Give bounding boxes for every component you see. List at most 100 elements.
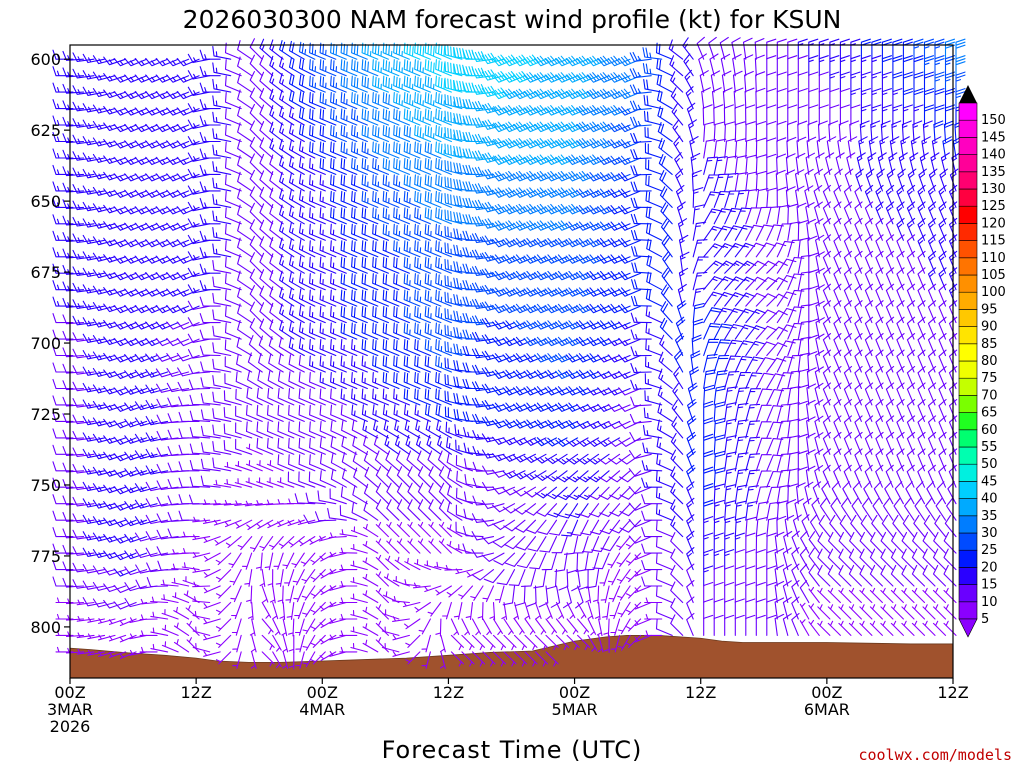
wind-barb: [797, 466, 808, 488]
wind-barb: [658, 137, 673, 159]
wind-barb: [502, 486, 526, 496]
wind-barb: [62, 297, 85, 308]
wind-barb: [176, 90, 200, 100]
wind-barb: [424, 42, 442, 60]
wind-barb: [782, 613, 792, 636]
wind-barb: [822, 184, 832, 208]
wind-barb: [755, 581, 766, 604]
wind-barb: [927, 448, 937, 472]
wind-barb: [724, 614, 735, 636]
wind-barb: [923, 104, 935, 126]
wind-barb: [492, 651, 507, 667]
wind-barb: [629, 431, 652, 442]
wind-barb: [791, 563, 800, 587]
wind-barb: [817, 604, 831, 620]
wind-barb: [382, 355, 400, 373]
wind-barb: [372, 157, 389, 175]
wind-barb: [917, 267, 926, 291]
wind-barb: [319, 124, 337, 143]
wind-barb: [787, 306, 805, 324]
wind-barb: [843, 398, 853, 422]
wind-barb: [402, 601, 421, 608]
wind-barb: [156, 480, 179, 491]
wind-barb: [703, 417, 714, 439]
wind-barb: [119, 618, 137, 627]
wind-barb: [933, 120, 944, 143]
wind-barb: [838, 620, 852, 636]
wind-barb: [176, 304, 200, 314]
wind-barb: [745, 453, 761, 472]
wind-barb: [630, 116, 652, 127]
wind-barb: [462, 296, 484, 307]
wind-barb: [319, 437, 337, 455]
wind-barb: [906, 365, 916, 390]
wind-barb: [786, 120, 797, 143]
wind-barb: [818, 88, 829, 110]
wind-barb: [833, 201, 842, 225]
wind-barb: [444, 176, 463, 192]
wind-barb: [329, 634, 347, 641]
wind-barb: [292, 569, 305, 586]
wind-barb: [245, 443, 263, 455]
wind-barb: [425, 419, 442, 439]
wind-barb: [212, 424, 232, 439]
wind-barb: [288, 172, 305, 192]
wind-barb: [305, 492, 326, 505]
wind-barb: [576, 453, 600, 465]
wind-barb: [330, 306, 347, 324]
wind-barb: [282, 651, 289, 669]
wind-barb: [310, 569, 326, 583]
wind-barb: [372, 75, 389, 93]
wind-barb: [87, 633, 106, 640]
wind-barb: [566, 453, 589, 465]
wind-barb: [156, 398, 179, 409]
wind-barb: [361, 207, 379, 225]
wind-barb: [618, 337, 642, 347]
wind-barb: [932, 548, 947, 571]
wind-barb: [309, 355, 326, 373]
wind-barb: [734, 242, 756, 258]
wind-barb: [656, 90, 673, 110]
wind-barb: [72, 562, 95, 573]
wind-barb: [875, 398, 884, 422]
wind-barb: [237, 204, 253, 225]
wind-barb: [259, 219, 274, 241]
wind-barb: [885, 448, 895, 472]
wind-barb: [833, 333, 842, 357]
wind-barb: [145, 448, 169, 459]
wind-barb: [692, 187, 704, 208]
wind-barb: [481, 85, 505, 98]
wind-barb: [734, 500, 747, 521]
wind-barb: [501, 601, 508, 620]
wind-barb: [382, 75, 400, 93]
wind-barb: [703, 139, 717, 159]
wind-barb: [249, 136, 263, 159]
wind-barb: [927, 333, 937, 357]
wind-barb: [812, 481, 822, 505]
wind-barb: [713, 104, 724, 126]
wind-barb: [340, 174, 358, 192]
wind-barb: [513, 651, 528, 667]
wind-barb: [403, 339, 421, 357]
wind-barb: [382, 124, 400, 143]
wind-barb: [692, 204, 705, 225]
wind-barb: [259, 285, 274, 307]
wind-barb: [890, 604, 904, 620]
wind-barb: [231, 601, 242, 620]
wind-barb: [875, 267, 884, 291]
wind-barb: [62, 281, 85, 292]
wind-barb: [224, 157, 242, 175]
wind-barb: [62, 199, 85, 210]
wind-barb: [932, 564, 947, 587]
wind-barb: [534, 651, 549, 667]
wind-barb: [864, 464, 873, 488]
wind-barb: [279, 122, 295, 143]
wind-barb: [618, 55, 642, 67]
wind-barb: [690, 350, 701, 373]
wind-barb: [596, 618, 603, 637]
wind-barb: [917, 431, 926, 455]
wind-barb: [428, 466, 442, 488]
wind-barb: [686, 530, 695, 554]
wind-barb: [791, 612, 800, 636]
wind-barb: [288, 123, 305, 143]
